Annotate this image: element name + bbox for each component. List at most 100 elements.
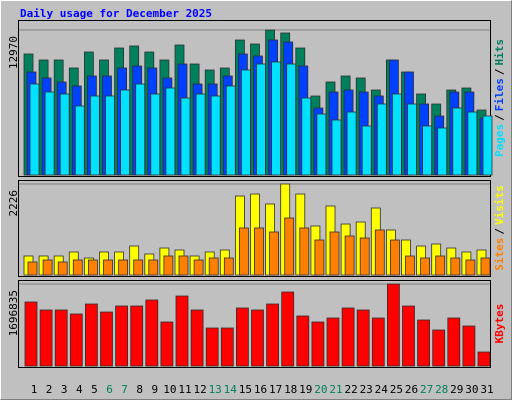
bar xyxy=(115,305,128,367)
bar xyxy=(150,93,161,176)
x-tick-label: 5 xyxy=(91,383,98,396)
bar xyxy=(462,325,476,367)
bar xyxy=(374,229,385,276)
x-tick-label: 8 xyxy=(136,383,143,396)
bar xyxy=(386,283,400,367)
x-tick-label: 11 xyxy=(178,383,191,396)
bar xyxy=(356,309,370,367)
bar xyxy=(135,83,146,176)
bar xyxy=(417,319,431,367)
bar xyxy=(193,259,204,276)
bar xyxy=(480,257,491,276)
legend-entry: Hits xyxy=(493,39,506,66)
bar xyxy=(311,321,325,367)
bar xyxy=(254,227,264,276)
bar xyxy=(54,309,68,367)
y-tick-label: 12970 xyxy=(7,36,20,69)
bar xyxy=(301,97,312,176)
legend-entry: Pages xyxy=(493,124,506,157)
bar xyxy=(452,107,463,176)
legend: KBytes xyxy=(493,304,506,344)
bar xyxy=(447,317,461,367)
bar xyxy=(190,309,204,367)
bar xyxy=(103,259,113,276)
bar xyxy=(85,303,98,367)
bar xyxy=(39,309,53,367)
bar xyxy=(148,259,159,276)
bar xyxy=(57,261,68,276)
bar xyxy=(59,93,70,176)
bar xyxy=(72,259,83,276)
legend-entry: Visits xyxy=(493,185,506,225)
x-tick-label: 13 xyxy=(209,383,222,396)
bar xyxy=(482,115,493,176)
bar xyxy=(210,95,221,176)
x-tick-label: 19 xyxy=(299,383,312,396)
bar xyxy=(437,127,448,176)
x-tick-label: 4 xyxy=(76,383,83,396)
x-tick-label: 31 xyxy=(480,383,493,396)
x-tick-label: 28 xyxy=(435,383,448,396)
bar xyxy=(27,261,38,276)
bar xyxy=(286,63,297,176)
bar xyxy=(389,239,400,276)
bar xyxy=(299,227,310,276)
bar xyxy=(435,255,446,276)
bar xyxy=(432,329,446,367)
x-tick-label: 14 xyxy=(224,383,238,396)
bar xyxy=(205,327,219,367)
bar xyxy=(346,111,357,176)
bar xyxy=(266,303,280,367)
bar xyxy=(359,237,370,276)
bar xyxy=(42,259,53,276)
bar xyxy=(329,231,340,276)
x-tick-label: 18 xyxy=(284,383,297,396)
bar xyxy=(407,103,417,176)
x-tick-label: 25 xyxy=(390,383,403,396)
bar xyxy=(361,125,372,176)
legend: Sites / Visits xyxy=(493,185,506,271)
legend-entry: KBytes xyxy=(493,304,506,344)
bar xyxy=(133,259,144,276)
x-tick-label: 27 xyxy=(420,383,433,396)
x-tick-label: 6 xyxy=(106,383,113,396)
bar xyxy=(271,61,282,176)
x-tick-label: 1 xyxy=(31,383,38,396)
bar xyxy=(165,87,176,176)
y-tick-label: 1696835 xyxy=(7,290,20,336)
bar xyxy=(120,89,130,176)
bar xyxy=(178,255,189,276)
bar xyxy=(296,315,310,367)
legend-entry: Files xyxy=(493,78,506,111)
bar xyxy=(44,91,55,176)
bar xyxy=(402,305,415,367)
x-tick-label: 30 xyxy=(465,383,478,396)
x-tick-label: 29 xyxy=(450,383,463,396)
bar xyxy=(220,327,234,367)
x-tick-label: 9 xyxy=(151,383,158,396)
bar xyxy=(316,113,327,176)
bar xyxy=(180,97,191,176)
bar xyxy=(240,69,251,176)
bar xyxy=(465,259,476,276)
bar xyxy=(225,85,236,176)
bar xyxy=(223,257,234,276)
x-tick-label: 10 xyxy=(163,383,176,396)
x-tick-label: 21 xyxy=(329,383,342,396)
bar xyxy=(405,255,415,276)
bar xyxy=(235,307,249,367)
x-tick-label: 20 xyxy=(314,383,327,396)
x-tick-label: 2 xyxy=(46,383,53,396)
bar xyxy=(90,95,100,176)
x-tick-label: 3 xyxy=(61,383,68,396)
bar xyxy=(256,63,266,176)
bar xyxy=(24,301,38,367)
legend-separator: / xyxy=(493,68,506,75)
y-tick-label: 2226 xyxy=(7,190,20,217)
bar xyxy=(238,227,249,276)
bar xyxy=(145,299,159,367)
x-tick-label: 16 xyxy=(254,383,267,396)
bar xyxy=(251,309,264,367)
bar xyxy=(371,317,385,367)
